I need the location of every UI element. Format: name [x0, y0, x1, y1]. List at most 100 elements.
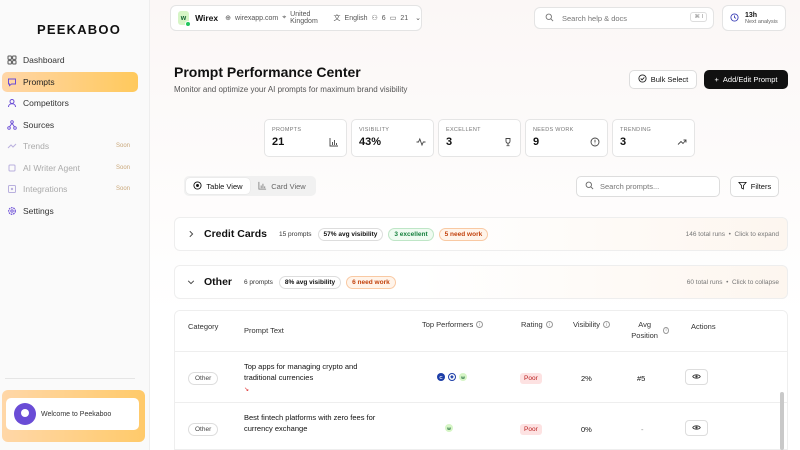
top-performers: w	[445, 424, 453, 432]
soon-badge: Soon	[115, 143, 130, 149]
eye-icon	[692, 372, 701, 383]
globe-icon: ⊕	[225, 15, 232, 22]
visibility-value: 0%	[581, 425, 592, 434]
search-shortcut: ⌘ I	[690, 12, 707, 22]
sidebar-item-prompts[interactable]: Prompts	[2, 71, 138, 92]
sidebar-item-label: Integrations	[23, 184, 68, 194]
filter-icon	[737, 181, 747, 192]
brand-logo: w	[178, 11, 192, 27]
table-row[interactable]: Other Top apps for managing crypto and t…	[175, 351, 787, 402]
table-row[interactable]: Other Best fintech platforms with zero f…	[175, 402, 787, 449]
prompt-search-input[interactable]: Search prompts...	[576, 176, 720, 197]
stat-label: TRENDING	[620, 127, 652, 133]
sidebar-item-competitors[interactable]: Competitors	[2, 93, 138, 113]
next-analysis-label: Next analysis	[745, 18, 778, 25]
prompt-search-placeholder: Search prompts...	[600, 182, 660, 191]
stats-row: PROMPTS 21 VISIBILITY 43% EXCELLENT 3 NE…	[264, 119, 695, 157]
stat-card-trending: TRENDING 3	[612, 119, 695, 157]
stat-label: VISIBILITY	[359, 127, 390, 133]
stat-label: PROMPTS	[272, 127, 302, 133]
table-header: Category Prompt Text Top Performers i Rat…	[175, 311, 787, 351]
sidebar-item-label: Dashboard	[23, 55, 65, 65]
view-toggle: Table View Card View	[184, 176, 316, 196]
group-title: Other	[204, 276, 233, 288]
plus-icon: +	[714, 75, 719, 84]
brand-domain: wirexapp.com	[235, 14, 279, 22]
stat-value: 3	[446, 136, 453, 148]
welcome-card[interactable]: Welcome to Peekaboo	[2, 390, 145, 442]
group-credit-cards[interactable]: Credit Cards 15 prompts 57% avg visibili…	[174, 217, 788, 251]
brand-selector[interactable]: w Wirex ⊕ wirexapp.com ⌖ United Kingdom …	[170, 5, 422, 31]
group-prompt-count: 15 prompts	[279, 230, 312, 238]
tab-label: Card View	[271, 181, 306, 191]
network-icon	[7, 119, 17, 130]
card-view-icon	[258, 181, 267, 192]
sparkle-icon	[7, 163, 17, 173]
sidebar-item-trends[interactable]: Trends Soon	[2, 136, 138, 156]
sidebar-item-integrations[interactable]: Integrations Soon	[2, 179, 138, 199]
next-analysis-time: 13h	[745, 11, 758, 19]
sidebar-item-dashboard[interactable]: Dashboard	[2, 50, 138, 70]
eye-icon	[692, 423, 701, 434]
avatar	[14, 403, 36, 425]
sidebar-item-label: AI Writer Agent	[23, 162, 81, 173]
clock-icon	[730, 9, 739, 27]
competitor-count: 6	[381, 14, 386, 22]
activity-icon	[416, 134, 426, 147]
view-button[interactable]	[685, 369, 708, 385]
sidebar-item-label: Settings	[23, 205, 54, 216]
view-button[interactable]	[685, 420, 708, 436]
stat-value: 9	[533, 136, 540, 148]
filters-label: Filters	[750, 182, 772, 191]
chevron-right-icon	[187, 230, 195, 238]
sidebar-item-settings[interactable]: Settings	[2, 201, 138, 221]
stat-card-excellent: EXCELLENT 3	[438, 119, 521, 157]
sidebar-item-ai-writer-agent[interactable]: AI Writer Agent Soon	[2, 158, 138, 178]
column-header-category[interactable]: Category	[188, 322, 219, 331]
info-icon: i	[602, 321, 610, 328]
help-search-input[interactable]: Search help & docs ⌘ I	[534, 7, 714, 29]
sidebar-item-sources[interactable]: Sources	[2, 115, 138, 135]
group-runs: 146 total runs	[685, 230, 726, 238]
tab-card-view[interactable]: Card View	[250, 178, 314, 194]
page-title: Prompt Performance Center	[174, 64, 361, 80]
stat-card-prompts: PROMPTS 21	[264, 119, 347, 157]
language-icon: 文	[333, 15, 341, 22]
column-header-prompt[interactable]: Prompt Text	[244, 326, 284, 335]
visibility-value: 2%	[581, 374, 592, 383]
sidebar-item-label: Prompts	[23, 76, 55, 87]
avg-position-value: -	[641, 425, 644, 434]
add-edit-prompt-button[interactable]: + Add/Edit Prompt	[704, 70, 788, 89]
alert-icon	[590, 134, 600, 147]
sidebar-item-label: Trends	[23, 141, 50, 151]
column-header-avg-position[interactable]: Avg Position i	[629, 320, 669, 342]
trending-up-icon	[677, 134, 687, 145]
column-header-visibility[interactable]: Visibility i	[573, 320, 610, 329]
filters-button[interactable]: Filters	[730, 176, 779, 197]
visibility-badge: 57% avg visibility	[317, 227, 384, 241]
sidebar: PEEKABOO Dashboard Prompts Competitors S…	[0, 0, 150, 450]
chevron-down-icon: ⌄	[415, 15, 421, 22]
table-view-icon	[193, 180, 202, 192]
bulk-select-button[interactable]: Bulk Select	[629, 70, 697, 89]
column-header-top-performers[interactable]: Top Performers i	[422, 320, 484, 329]
app-logo[interactable]: PEEKABOO	[37, 22, 122, 37]
stat-value: 21	[272, 136, 285, 148]
info-icon: i	[663, 327, 669, 335]
sidebar-nav: Dashboard Prompts Competitors Sources Tr…	[0, 50, 150, 222]
tab-label: Table View	[206, 181, 243, 191]
chat-icon	[7, 77, 17, 87]
scrollbar[interactable]	[780, 392, 784, 450]
dashboard-icon	[7, 55, 17, 65]
next-analysis-card[interactable]: 13h Next analysis	[722, 5, 786, 31]
tab-table-view[interactable]: Table View	[186, 178, 250, 194]
puzzle-icon	[7, 184, 17, 194]
gear-icon	[7, 206, 17, 216]
need-work-badge: 6 need work	[346, 275, 396, 289]
group-action-hint: Click to expand	[734, 230, 779, 238]
sidebar-divider	[5, 378, 135, 379]
column-header-rating[interactable]: Rating i	[521, 320, 553, 329]
group-other[interactable]: Other 6 prompts 8% avg visibility 6 need…	[174, 265, 788, 299]
brand-name: Wirex	[195, 13, 219, 23]
column-header-label: Visibility	[573, 320, 600, 329]
